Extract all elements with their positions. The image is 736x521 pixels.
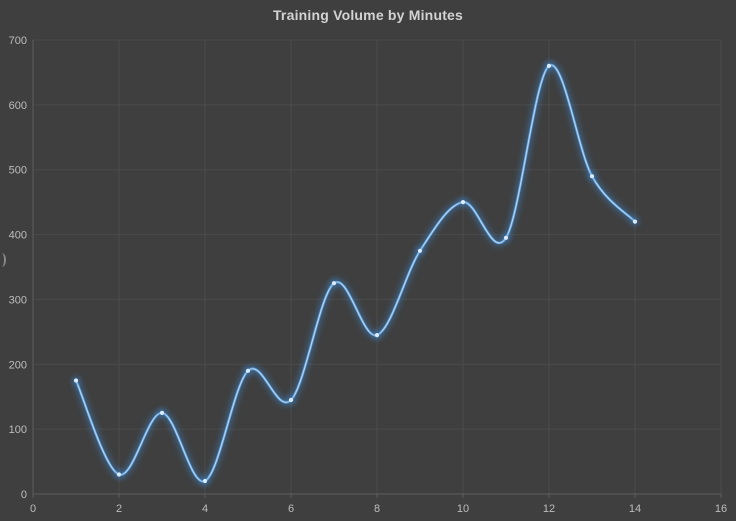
- data-point-marker[interactable]: [503, 235, 509, 240]
- series-line-glow: [72, 61, 638, 485]
- data-point-marker[interactable]: [245, 368, 251, 373]
- x-tick-label: 4: [202, 503, 208, 515]
- clipped-glyph-fragment: [0, 253, 6, 267]
- data-point-marker[interactable]: [632, 219, 638, 224]
- data-point-marker[interactable]: [417, 248, 423, 253]
- data-point-marker[interactable]: [159, 410, 165, 415]
- y-tick-label: 700: [9, 35, 27, 47]
- series-line[interactable]: [74, 64, 637, 483]
- data-point-marker[interactable]: [288, 397, 294, 403]
- x-tick-label: 14: [629, 503, 641, 515]
- y-tick-label: 500: [9, 165, 27, 177]
- data-point-marker[interactable]: [116, 472, 122, 477]
- series-line-core: [75, 64, 636, 482]
- data-point-marker[interactable]: [374, 333, 380, 338]
- y-tick-label: 200: [9, 359, 27, 371]
- y-tick-label: 600: [9, 100, 27, 112]
- x-tick-label: 16: [715, 503, 727, 515]
- x-tick-label: 10: [457, 503, 469, 515]
- y-tick-label: 100: [9, 424, 27, 436]
- chart-title[interactable]: Training Volume by Minutes: [272, 7, 464, 23]
- x-tick-label: 6: [288, 503, 294, 515]
- x-tick-label: 8: [374, 503, 380, 515]
- x-tick-label: 12: [543, 503, 555, 515]
- y-tick-label: 400: [9, 230, 27, 242]
- x-tick-label: 0: [30, 503, 36, 515]
- data-point-marker[interactable]: [460, 200, 466, 205]
- x-tick-label: 2: [116, 503, 122, 515]
- y-tick-label: 0: [21, 489, 27, 501]
- data-point-marker[interactable]: [73, 378, 79, 383]
- y-tick-label: 300: [9, 294, 27, 306]
- data-point-marker[interactable]: [331, 281, 337, 286]
- data-point-marker[interactable]: [202, 478, 208, 484]
- data-point-marker[interactable]: [546, 63, 552, 68]
- data-point-marker[interactable]: [589, 174, 595, 179]
